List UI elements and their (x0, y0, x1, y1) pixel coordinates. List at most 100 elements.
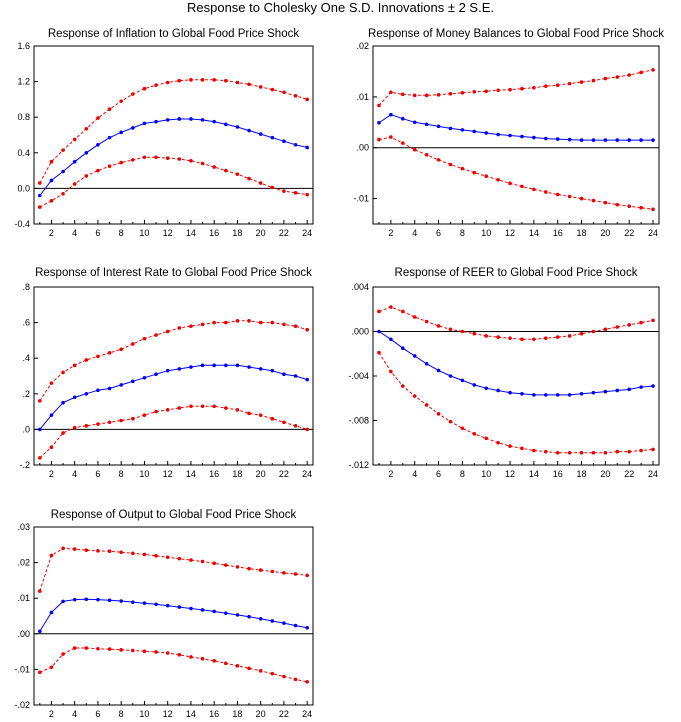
data-point (305, 680, 309, 684)
plot-frame (33, 286, 314, 466)
y-tick-label: -.008 (348, 416, 369, 426)
data-point (224, 611, 228, 615)
x-tick-label: 14 (529, 469, 539, 479)
x-tick-label: 22 (279, 469, 289, 479)
data-point (305, 145, 309, 150)
data-point (282, 139, 286, 144)
data-point (177, 605, 182, 609)
data-point (49, 610, 54, 615)
data-point (508, 336, 512, 340)
data-point (49, 159, 54, 164)
data-point (496, 88, 500, 93)
data-point (200, 363, 205, 368)
data-point (532, 135, 536, 140)
data-point (615, 75, 620, 79)
data-point (377, 329, 381, 334)
data-point (400, 141, 405, 145)
data-point (154, 155, 158, 160)
data-point (154, 650, 158, 654)
data-point (270, 671, 275, 676)
data-point (72, 159, 77, 164)
x-tick-label: 24 (302, 469, 312, 479)
plot-frame (33, 526, 314, 706)
x-tick-label: 12 (163, 709, 173, 719)
data-point (154, 333, 158, 337)
data-point (61, 191, 65, 196)
x-tick-label: 8 (119, 469, 124, 479)
data-point (61, 652, 65, 656)
x-tick-label: 8 (460, 469, 465, 479)
data-point (247, 176, 251, 181)
panel-title: Response of Interest Rate to Global Food… (35, 267, 312, 279)
data-point (177, 556, 182, 561)
y-tick-label: 0.8 (17, 112, 30, 122)
data-point (460, 378, 465, 383)
data-point (436, 412, 441, 416)
data-point (639, 448, 643, 453)
x-tick-label: 6 (95, 709, 100, 719)
data-point (189, 558, 193, 562)
data-point (131, 379, 135, 384)
data-point (651, 384, 655, 388)
data-point (200, 161, 205, 166)
data-point (579, 450, 584, 455)
data-point (389, 305, 393, 309)
data-point (389, 90, 393, 95)
x-tick-label: 2 (49, 469, 54, 479)
data-point (651, 318, 655, 323)
data-point (448, 419, 453, 424)
data-point (142, 86, 147, 91)
panel-title: Response of Output to Global Food Price … (51, 509, 297, 521)
data-point (72, 425, 77, 430)
x-tick-label: 20 (600, 469, 610, 479)
x-tick-label: 4 (72, 709, 77, 719)
data-point (293, 623, 298, 628)
series-line-lower (378, 352, 654, 454)
plot-frame (33, 45, 314, 225)
series-upper (38, 546, 309, 593)
data-point (508, 181, 512, 186)
data-point (496, 177, 500, 182)
data-point (460, 426, 465, 431)
data-point (293, 572, 298, 576)
data-point (49, 413, 54, 417)
data-point (72, 597, 77, 602)
data-point (639, 385, 643, 389)
data-point (258, 132, 263, 136)
data-point (142, 552, 147, 557)
data-point (651, 68, 655, 72)
data-point (258, 85, 263, 89)
data-point (293, 424, 298, 428)
data-point (154, 554, 158, 558)
data-point (235, 80, 240, 85)
data-point (639, 70, 643, 75)
x-tick-label: 4 (412, 228, 417, 238)
data-point (639, 138, 643, 142)
data-point (412, 147, 417, 152)
x-tick-label: 4 (72, 228, 77, 238)
data-point (270, 619, 275, 623)
x-tick-label: 14 (186, 709, 196, 719)
data-point (543, 136, 548, 141)
x-tick-label: 2 (49, 709, 54, 719)
panel-2: Response of Money Balances to Global Foo… (353, 28, 664, 238)
data-point (472, 331, 477, 336)
data-point (131, 416, 135, 421)
y-tick-label: .0 (22, 424, 30, 434)
data-point (131, 126, 135, 130)
data-point (212, 659, 216, 663)
data-point (189, 404, 193, 409)
x-tick-label: 16 (553, 469, 563, 479)
x-tick-label: 2 (388, 228, 393, 238)
data-point (270, 185, 275, 190)
data-point (448, 126, 453, 131)
data-point (579, 331, 584, 336)
x-tick-label: 24 (648, 469, 658, 479)
data-point (591, 329, 596, 334)
series-response (38, 363, 309, 432)
data-point (520, 184, 524, 189)
x-tick-label: 10 (481, 228, 491, 238)
series-line-upper (378, 69, 654, 106)
data-point (412, 394, 417, 398)
data-point (258, 568, 263, 572)
